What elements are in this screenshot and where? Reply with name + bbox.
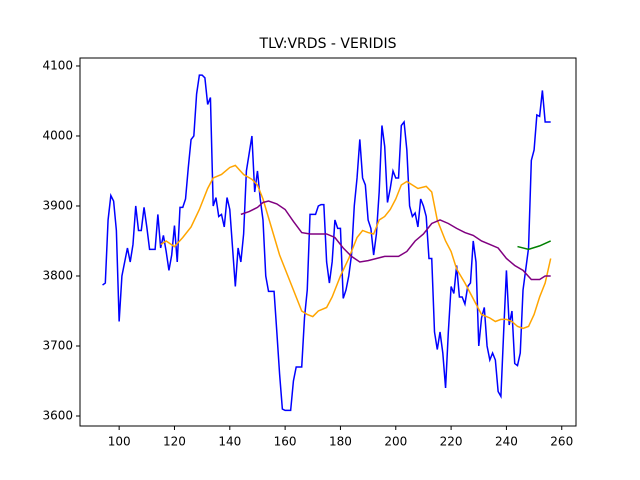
y-tick-label: 4100	[42, 58, 73, 72]
chart-title: TLV:VRDS - VERIDIS	[259, 36, 397, 52]
x-tick-label: 200	[384, 435, 407, 449]
line-series	[102, 74, 551, 412]
y-tick-label: 3900	[42, 198, 73, 212]
plot-frame	[79, 57, 577, 427]
y-tick-label: 4000	[42, 128, 73, 142]
x-tick-label: 180	[329, 435, 352, 449]
line-series	[160, 164, 552, 330]
x-tick-label: 260	[550, 435, 573, 449]
x-tick-label: 140	[218, 435, 241, 449]
y-tick-label: 3800	[42, 268, 73, 282]
x-tick-label: 160	[274, 435, 297, 449]
x-tick-label: 240	[495, 435, 518, 449]
line-series	[517, 240, 551, 251]
x-tick-label: 220	[440, 435, 463, 449]
line-series	[240, 200, 551, 281]
x-tick-label: 100	[108, 435, 131, 449]
y-tick-label: 3700	[42, 338, 73, 352]
y-tick-label: 3600	[42, 408, 73, 422]
x-tick-label: 120	[163, 435, 186, 449]
